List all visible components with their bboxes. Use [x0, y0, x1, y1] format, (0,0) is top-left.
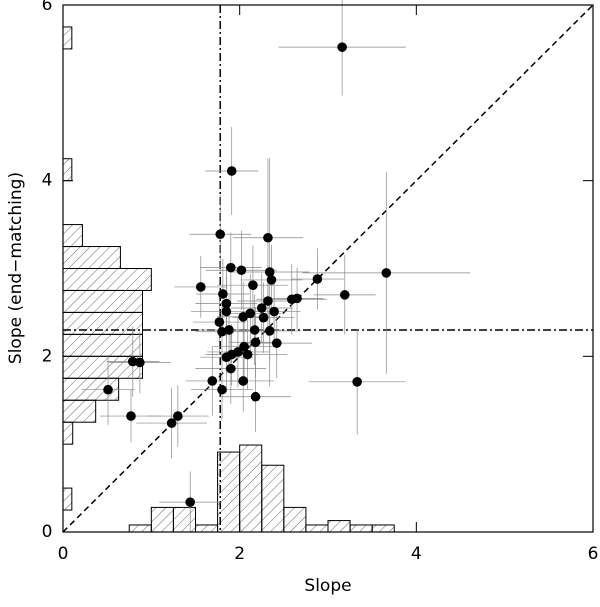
point [381, 268, 392, 278]
y-tick-label: 6 [42, 0, 53, 15]
histogram-bar [62, 246, 121, 270]
point [337, 42, 347, 52]
x-tick-label: 0 [58, 544, 69, 564]
identity-line [62, 4, 594, 533]
point [242, 349, 253, 360]
x-axis-label: Slope [304, 576, 351, 596]
point [224, 325, 234, 335]
histogram-bar [195, 524, 219, 533]
x-tick-label: 2 [234, 544, 245, 564]
point [215, 229, 226, 240]
histogram-bar [62, 487, 73, 511]
point [263, 232, 273, 243]
plot-frame [62, 4, 594, 533]
point [226, 262, 236, 273]
point [250, 391, 261, 402]
point [166, 418, 177, 428]
x-tick-label: 6 [588, 544, 599, 564]
point [250, 337, 261, 348]
point [264, 267, 275, 277]
histogram-bar [62, 224, 83, 248]
histogram-bar [62, 268, 152, 291]
point [217, 384, 227, 395]
point [238, 376, 248, 386]
point [266, 275, 277, 285]
point [135, 357, 145, 368]
y-tick-label: 0 [42, 522, 53, 542]
point [249, 325, 260, 335]
point [221, 352, 232, 363]
histogram-bar [62, 421, 74, 445]
histogram-bar [62, 311, 143, 335]
histogram-bar [62, 399, 97, 423]
point [233, 347, 243, 357]
point [127, 356, 138, 367]
histogram-bar [172, 506, 197, 533]
point [339, 290, 350, 300]
histogram-bar [239, 444, 263, 533]
histogram-bar [128, 524, 152, 533]
y-axis-label: Slope (end−matching) [6, 172, 26, 364]
histogram-bar [62, 333, 143, 357]
point [264, 326, 275, 336]
point [221, 306, 232, 317]
x-tick-label: 4 [411, 544, 422, 564]
histogram-bar [305, 524, 329, 533]
point [352, 377, 362, 387]
point [103, 384, 113, 395]
point [248, 280, 258, 290]
point [269, 306, 279, 317]
point [312, 274, 323, 284]
histogram-bar [327, 520, 351, 533]
histogram-bar [261, 464, 285, 533]
point [226, 166, 237, 176]
histogram-bar [283, 506, 307, 533]
histogram-bar [349, 524, 373, 533]
histogram-bar [62, 158, 73, 182]
point [292, 293, 302, 304]
point [207, 376, 218, 386]
point [263, 296, 273, 306]
histogram-bar [62, 26, 73, 50]
point [236, 265, 247, 276]
point [218, 289, 228, 299]
point [271, 338, 282, 348]
point [214, 317, 225, 327]
point [173, 411, 183, 421]
y-tick-label: 4 [42, 171, 53, 191]
histogram-bar [150, 506, 174, 533]
histogram-bar [371, 524, 395, 533]
point [245, 308, 256, 319]
y-tick-label: 2 [42, 346, 53, 366]
point [126, 411, 136, 421]
point [256, 303, 267, 313]
point [196, 282, 206, 292]
point [221, 298, 232, 309]
histogram-bar [62, 289, 143, 313]
point [226, 363, 236, 374]
point [258, 312, 269, 323]
point [185, 497, 195, 507]
